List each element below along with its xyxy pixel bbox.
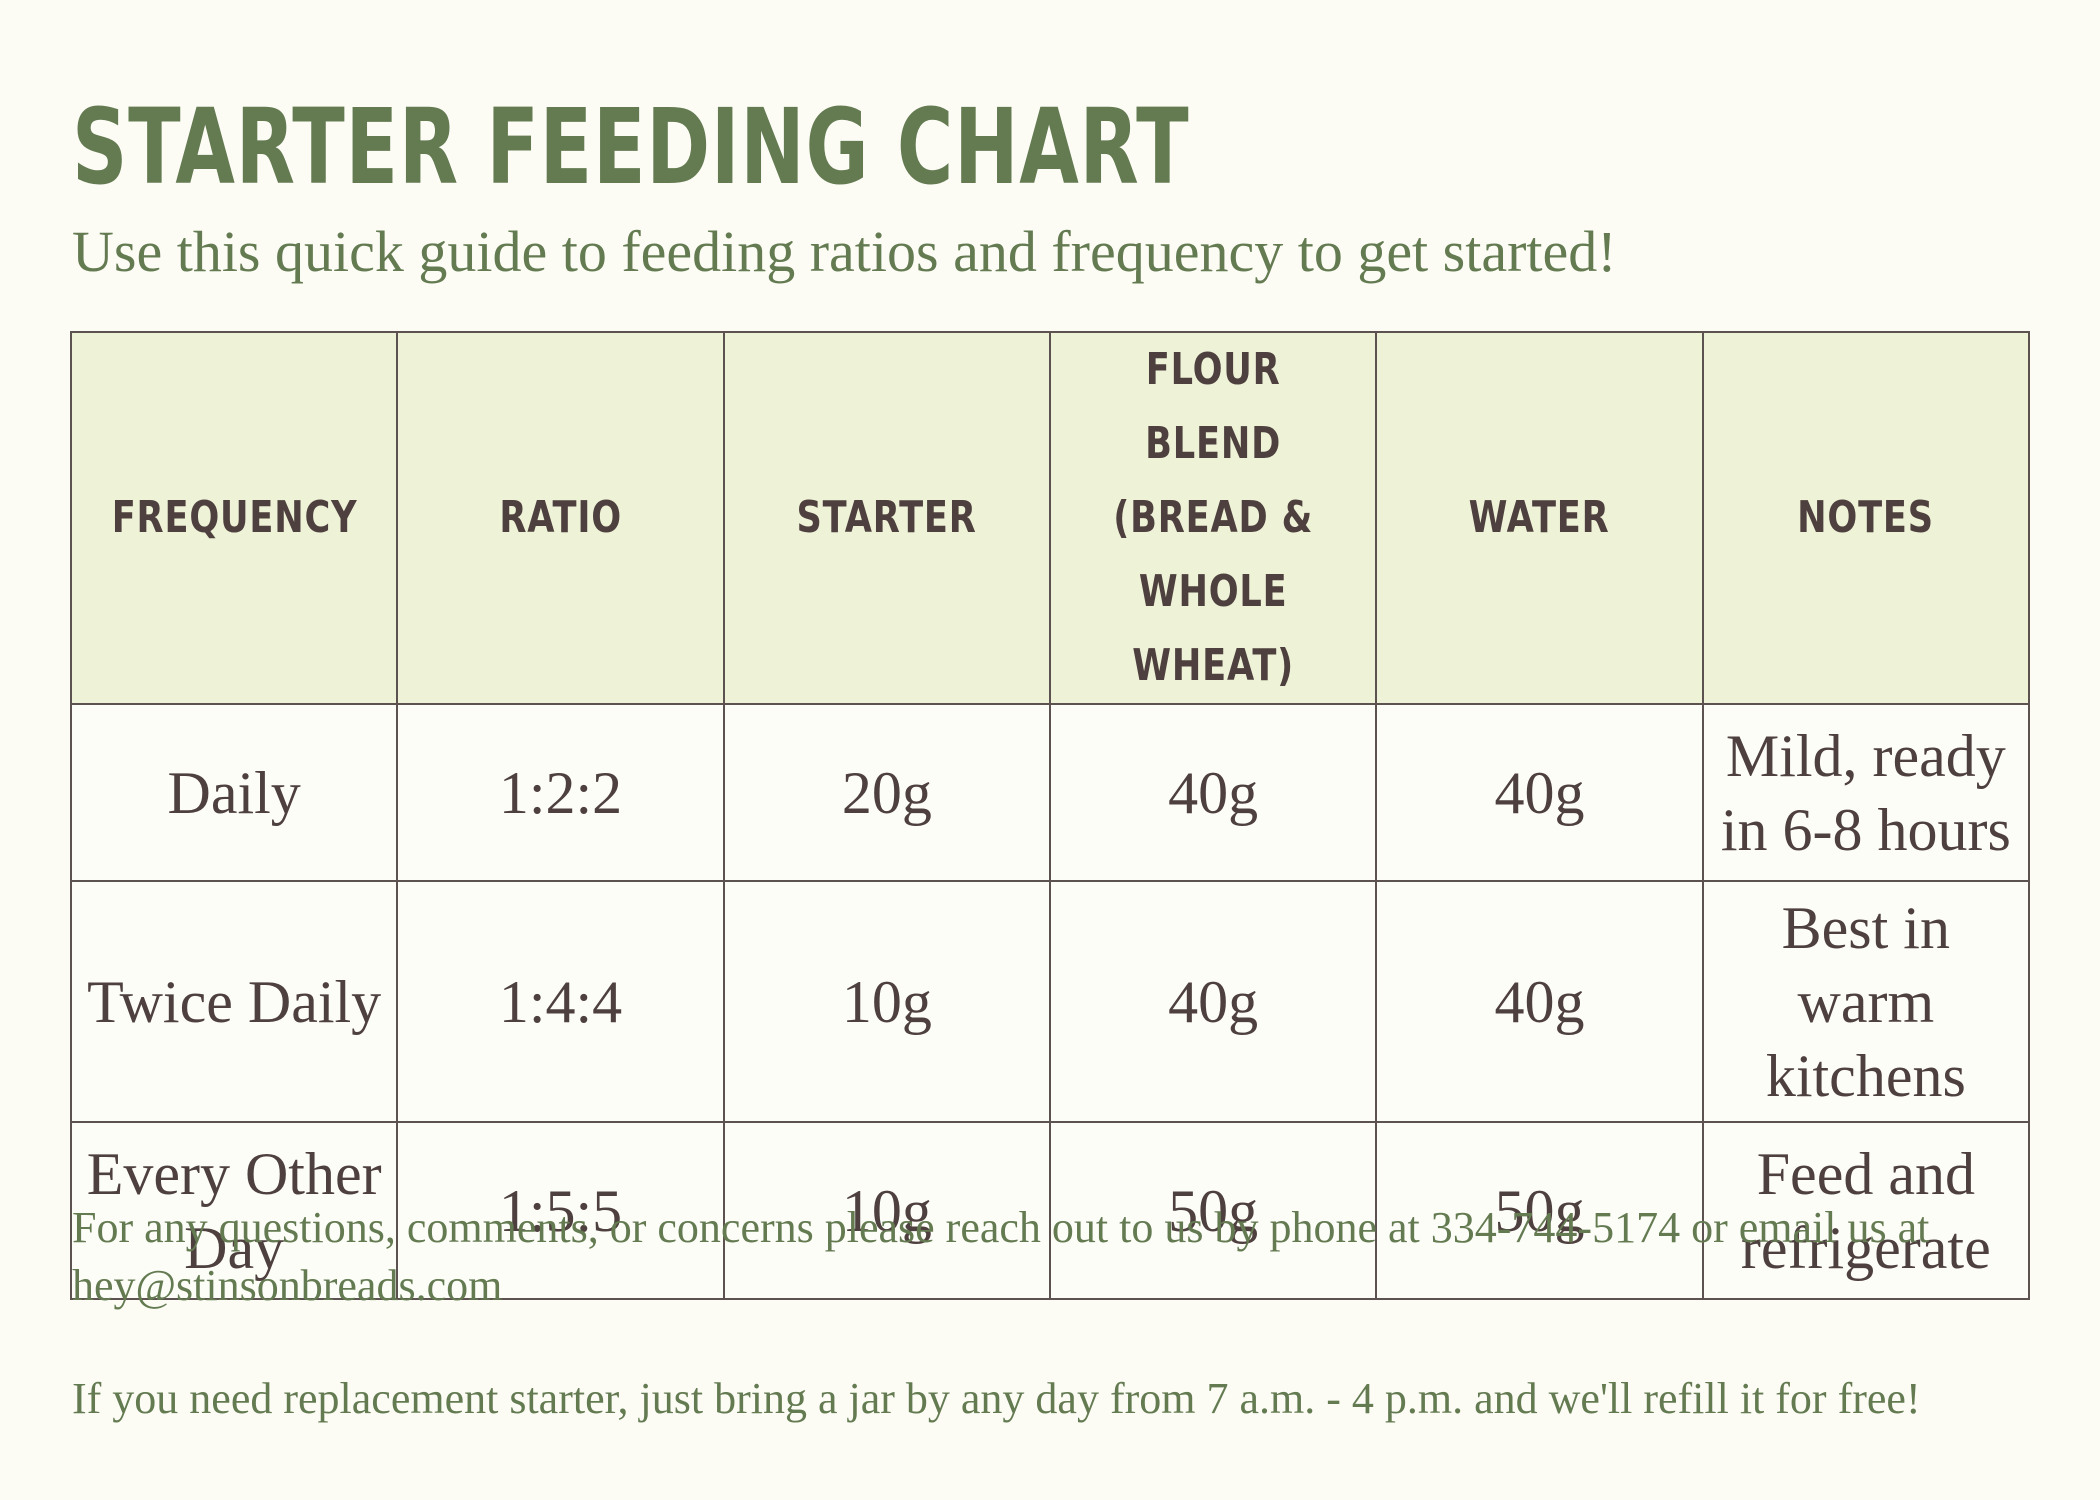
notes-line1: Mild, ready (1725, 722, 2006, 789)
page-title: STARTER FEEDING CHART (72, 86, 1190, 208)
cell-ratio: 1:5:5 (396, 1121, 725, 1300)
cell-flour: 40g (1048, 880, 1378, 1123)
cell-notes: Best in warm kitchens (1701, 880, 2031, 1123)
cell-water: 50g (1375, 1121, 1704, 1300)
notes-line1: Best in (1781, 894, 1950, 961)
footer-contact-text: For any questions, comments, or concerns… (72, 1203, 1930, 1252)
notes-line3: kitchens (1765, 1042, 1966, 1109)
header-ratio: RATIO (396, 331, 725, 705)
cell-flour: 50g (1048, 1121, 1378, 1300)
header-flour-blend: FLOUR BLEND (BREAD & WHOLE WHEAT) (1048, 331, 1378, 705)
header-water: WATER (1375, 331, 1704, 705)
header-flour-label: FLOUR BLEND (BREAD & WHOLE WHEAT) (1088, 333, 1338, 703)
notes-line2: in 6-8 hours (1720, 796, 2011, 863)
header-flour-line3: WHOLE WHEAT) (1132, 566, 1295, 691)
table-row: Daily 1:2:2 20g 40g 40g Mild, ready in 6… (69, 703, 2031, 882)
header-starter: STARTER (722, 331, 1051, 705)
table-header-row: FREQUENCY RATIO STARTER FLOUR BLEND (BRE… (69, 331, 2031, 705)
header-water-label: WATER (1469, 492, 1610, 543)
cell-ratio: 1:4:4 (396, 880, 725, 1123)
notes-line2: refrigerate (1740, 1214, 1991, 1281)
cell-notes: Mild, ready in 6-8 hours (1701, 703, 2031, 882)
header-notes: NOTES (1701, 331, 2031, 705)
cell-flour: 40g (1048, 703, 1378, 882)
frequency-line2: Day (184, 1214, 285, 1281)
header-flour-line2: (BREAD & (1113, 492, 1314, 543)
header-notes-label: NOTES (1797, 492, 1935, 543)
cell-starter: 10g (722, 880, 1051, 1123)
notes-line2: warm (1797, 968, 1935, 1035)
header-starter-label: STARTER (796, 492, 977, 543)
header-ratio-label: RATIO (499, 492, 622, 543)
cell-frequency: Every Other Day (69, 1121, 399, 1300)
table-row: Twice Daily 1:4:4 10g 40g 40g Best in wa… (69, 880, 2031, 1123)
footer-email-text: hey@stinsonbreads.com (72, 1261, 503, 1310)
header-frequency-label: FREQUENCY (111, 492, 358, 543)
feeding-chart-table: FREQUENCY RATIO STARTER FLOUR BLEND (BRE… (69, 331, 2031, 1300)
cell-starter: 10g (722, 1121, 1051, 1300)
frequency-line1: Every Other (86, 1140, 382, 1207)
cell-frequency: Daily (69, 703, 399, 882)
cell-frequency: Twice Daily (69, 880, 399, 1123)
cell-ratio: 1:2:2 (396, 703, 725, 882)
table-row: Every Other Day 1:5:5 10g 50g 50g Feed a… (69, 1121, 2031, 1300)
cell-starter: 20g (722, 703, 1051, 882)
cell-water: 40g (1375, 880, 1704, 1123)
page-subtitle: Use this quick guide to feeding ratios a… (72, 219, 1617, 284)
footer-refill-text: If you need replacement starter, just br… (72, 1374, 1921, 1423)
header-flour-line1: FLOUR BLEND (1145, 344, 1282, 469)
notes-line1: Feed and (1756, 1140, 1975, 1207)
cell-water: 40g (1375, 703, 1704, 882)
cell-notes: Feed and refrigerate (1701, 1121, 2031, 1300)
header-frequency: FREQUENCY (69, 331, 399, 705)
